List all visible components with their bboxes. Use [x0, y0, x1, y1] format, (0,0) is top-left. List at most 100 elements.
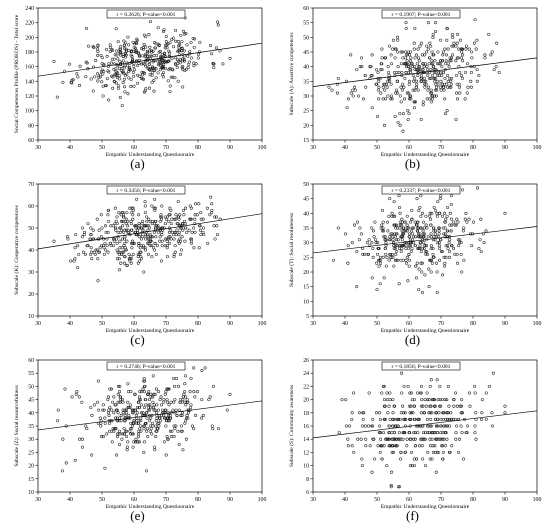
data-point: [448, 255, 452, 259]
data-point: [415, 220, 419, 224]
data-point: [433, 59, 437, 63]
data-point: [119, 45, 123, 49]
data-point: [428, 258, 432, 262]
data-point: [406, 279, 410, 283]
data-point: [115, 453, 119, 457]
data-point: [100, 80, 104, 84]
correlation-annotation: r = 0.1907; P-value<0.001: [392, 12, 451, 18]
data-point: [413, 244, 417, 248]
data-point: [388, 44, 392, 48]
data-point: [363, 73, 367, 77]
data-point: [449, 79, 453, 83]
regression-line: [37, 400, 263, 431]
data-point: [439, 424, 443, 428]
data-point: [419, 41, 423, 45]
data-point: [447, 241, 451, 245]
data-point: [466, 424, 470, 428]
data-point: [359, 232, 363, 236]
data-point: [373, 220, 377, 224]
data-point: [452, 398, 456, 402]
data-point: [344, 398, 348, 402]
data-point: [148, 67, 152, 71]
data-point: [109, 387, 114, 391]
data-point: [405, 255, 409, 259]
data-point: [414, 85, 418, 89]
data-point: [177, 46, 181, 50]
data-point: [429, 258, 433, 262]
data-point: [91, 228, 95, 232]
data-point: [419, 73, 423, 77]
data-point: [364, 444, 368, 448]
data-point: [389, 252, 393, 256]
data-point: [107, 98, 111, 102]
data-point: [121, 215, 126, 219]
data-point: [443, 261, 447, 265]
data-point: [433, 76, 437, 80]
data-point: [137, 59, 141, 63]
data-point: [137, 213, 141, 217]
data-point: [418, 205, 422, 209]
data-point: [460, 431, 464, 435]
data-point: [386, 94, 390, 98]
data-point: [445, 109, 449, 113]
data-point: [189, 217, 193, 221]
data-point: [207, 398, 211, 402]
data-point: [503, 404, 507, 408]
data-point: [371, 247, 375, 251]
data-point: [118, 384, 122, 388]
data-point: [162, 398, 166, 402]
data-point: [143, 413, 147, 417]
data-point: [112, 411, 116, 415]
data-point: [168, 413, 172, 417]
data-point: [196, 52, 200, 56]
data-point: [412, 41, 416, 45]
data-point: [108, 387, 112, 391]
data-point: [163, 46, 167, 50]
data-point: [195, 213, 199, 217]
data-point: [171, 75, 175, 79]
data-point: [104, 248, 108, 252]
data-point: [381, 384, 385, 388]
data-point: [389, 255, 393, 259]
data-point: [409, 391, 413, 395]
data-point: [117, 211, 121, 215]
data-point: [380, 56, 384, 60]
data-point: [95, 217, 99, 221]
data-point: [73, 257, 77, 261]
data-point: [355, 249, 359, 253]
data-point: [436, 200, 440, 204]
y-tick-label: 80: [28, 123, 34, 129]
data-point: [142, 450, 146, 454]
data-point: [171, 68, 175, 72]
data-point: [407, 244, 411, 248]
data-point: [441, 450, 445, 454]
data-point: [214, 46, 218, 50]
data-point: [184, 403, 188, 407]
data-point: [384, 238, 388, 242]
x-tick-label: 50: [99, 145, 105, 151]
scatter-plot-e: 30 40 50 60 70 80 90 1001015202530354045505560E…: [13, 358, 266, 510]
data-point: [113, 416, 118, 420]
data-point: [430, 97, 435, 101]
data-point: [150, 235, 154, 239]
data-point: [181, 395, 185, 399]
data-point: [355, 285, 359, 289]
data-point: [459, 241, 463, 245]
data-point: [132, 74, 136, 78]
data-point: [437, 226, 441, 230]
x-tick-label: 60: [131, 497, 137, 503]
data-point: [423, 85, 427, 89]
data-point: [132, 49, 136, 53]
x-tick-label: 70: [163, 145, 169, 151]
data-point: [178, 61, 182, 65]
data-point: [409, 450, 413, 454]
data-point: [113, 427, 117, 431]
scatter-panel-e: 30 40 50 60 70 80 90 100 10 15 20 25 30 35 40 45 50 55 60 E…: [0, 352, 275, 528]
data-point: [175, 65, 179, 69]
data-point: [198, 40, 202, 44]
data-point: [143, 224, 147, 228]
data-point: [407, 112, 411, 116]
data-point: [96, 79, 100, 83]
data-point: [336, 76, 340, 80]
data-point: [425, 97, 429, 101]
